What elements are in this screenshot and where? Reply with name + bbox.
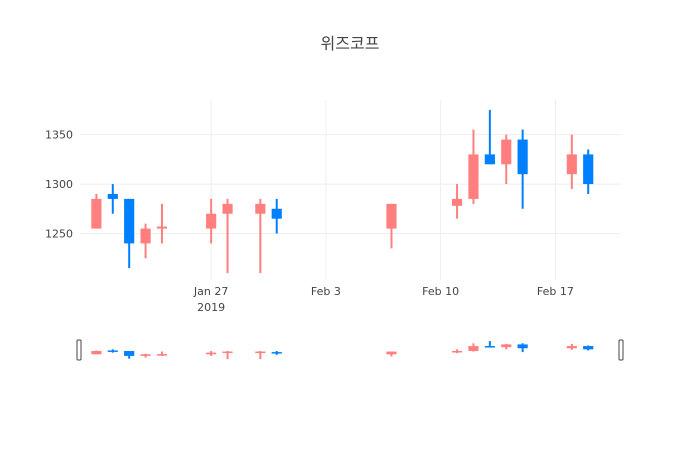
candle [386, 203, 397, 249]
mini-candle [222, 350, 233, 360]
y-tick-label: 1250 [45, 228, 73, 241]
mini-candle [484, 341, 495, 348]
mini-candle-body [156, 354, 168, 356]
candle-body [566, 154, 577, 175]
mini-candle-body [566, 346, 577, 349]
candle-body [222, 203, 233, 214]
candle-body [124, 198, 135, 244]
candle [468, 129, 479, 204]
candle-body [501, 139, 512, 165]
candle-body [107, 193, 118, 199]
mini-candle-body [468, 346, 479, 351]
mini-candle-body [517, 344, 528, 349]
mini-candle [156, 351, 168, 356]
mini-candle [107, 349, 118, 353]
candle-body [255, 203, 266, 214]
candle-body [484, 154, 495, 165]
candle [156, 203, 168, 244]
candle [91, 193, 102, 229]
mini-candle-body [107, 350, 118, 352]
x-tick-label: Feb 17 [537, 285, 574, 298]
mini-candle-body [124, 350, 135, 356]
candle [484, 109, 495, 165]
mini-candle-body [501, 344, 512, 348]
mini-candle [517, 343, 528, 353]
candle-body [206, 213, 217, 229]
mini-candle [386, 351, 397, 357]
mini-candle [583, 345, 594, 351]
candle [583, 149, 594, 194]
mini-candle [124, 350, 135, 359]
mini-candle-body [451, 350, 463, 353]
mini-candle-body [140, 354, 151, 356]
x-tick-label: Feb 10 [422, 285, 459, 298]
candle-body [91, 198, 102, 229]
candle-body [517, 139, 528, 175]
mini-candle [91, 350, 102, 355]
mini-candle-body [255, 351, 266, 354]
candle-body [468, 154, 479, 199]
mini-candle [451, 349, 463, 354]
mini-candle [206, 350, 217, 356]
candle [566, 134, 577, 190]
candle [222, 198, 233, 274]
range-slider-track [80, 340, 621, 360]
y-axis-ticks: 1250 1300 1350 [45, 129, 73, 241]
mini-candle [468, 343, 479, 352]
y-tick-label: 1350 [45, 129, 73, 142]
mini-candle-body [271, 352, 282, 354]
range-slider-right-handle[interactable] [618, 339, 624, 361]
candles [91, 109, 594, 274]
gridlines [80, 100, 621, 280]
mini-candle-body [222, 351, 233, 354]
x-tick-label: Jan 27 [193, 285, 228, 298]
mini-candle-body [206, 352, 217, 355]
candle-body [156, 226, 168, 229]
candle [517, 129, 528, 209]
candle [255, 198, 266, 274]
chart-title: 위즈코프 [321, 34, 380, 53]
mini-candle [271, 350, 282, 355]
candle [140, 223, 151, 259]
mini-candle [501, 343, 512, 350]
candle [107, 184, 118, 214]
candle-body [583, 154, 594, 185]
mini-candle-body [91, 350, 102, 355]
range-slider-left-handle[interactable] [76, 339, 82, 361]
mini-candle-body [386, 351, 397, 355]
x-tick-sublabel: 2019 [197, 301, 225, 314]
mini-candle-body [583, 346, 594, 350]
y-tick-label: 1300 [45, 178, 73, 191]
candle [501, 134, 512, 185]
mini-candle-body [484, 346, 495, 348]
mini-candle [566, 343, 577, 350]
range-slider[interactable] [76, 339, 624, 361]
candle-body [451, 198, 463, 206]
candle [451, 184, 463, 219]
range-slider-preview [91, 341, 594, 360]
mini-candle [140, 353, 151, 358]
candle [271, 198, 282, 234]
candle-body [271, 208, 282, 219]
candle [124, 198, 135, 269]
candle [206, 198, 217, 244]
candle-body [140, 228, 151, 244]
candle-body [386, 203, 397, 229]
x-tick-label: Feb 3 [311, 285, 341, 298]
mini-candle [255, 350, 266, 360]
x-axis-ticks: Jan 27 2019 Feb 3 Feb 10 Feb 17 [193, 285, 574, 314]
